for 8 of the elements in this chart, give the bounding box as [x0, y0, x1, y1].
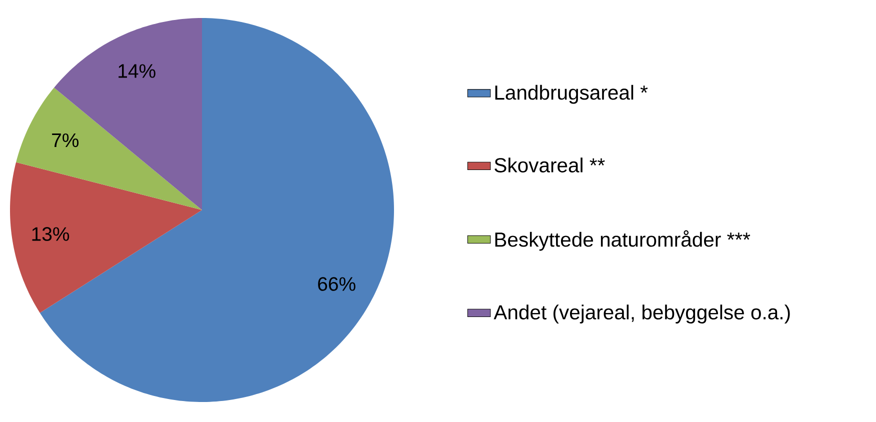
- data-label: 14%: [118, 64, 156, 78]
- data-label: 66%: [318, 277, 356, 291]
- legend-label: Beskyttede naturområder ***: [495, 230, 750, 251]
- legend-label: Skovareal **: [494, 158, 605, 172]
- data-label: 7%: [52, 133, 79, 148]
- legend-label: Andet (vejareal, bebyggelse o.a.): [494, 304, 790, 324]
- data-label: 13%: [32, 227, 70, 241]
- legend-label: Landbrugsareal *: [495, 84, 648, 104]
